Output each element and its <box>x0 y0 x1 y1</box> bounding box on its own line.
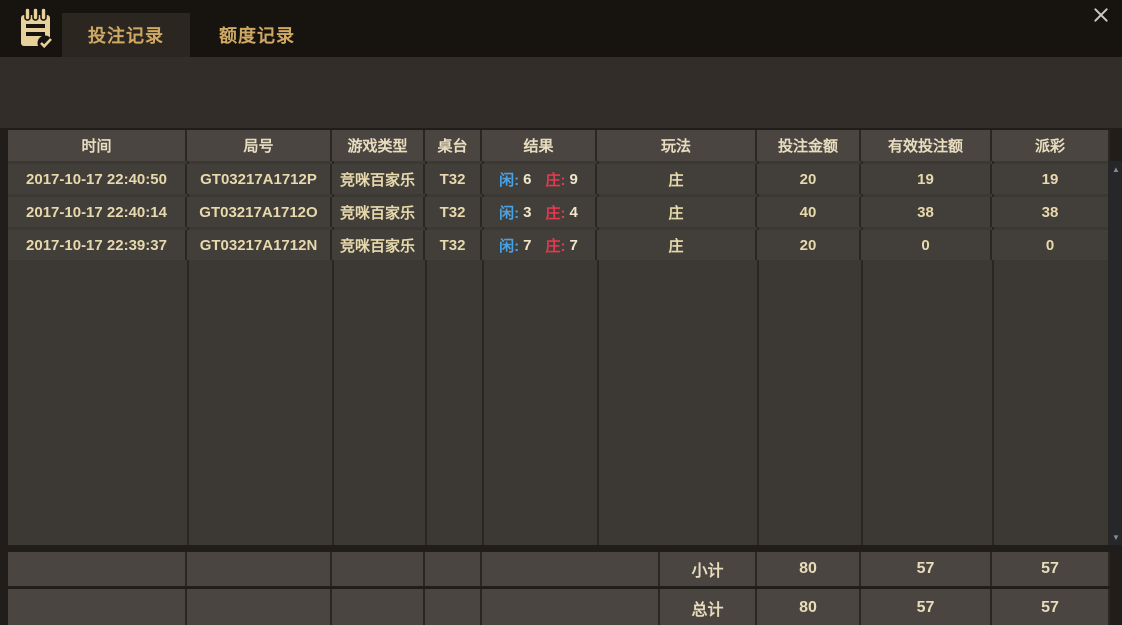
tab-betting-records-label: 投注记录 <box>88 26 164 46</box>
empty-cell <box>482 552 660 586</box>
cell-valid-bet: 19 <box>861 164 992 194</box>
empty-cell <box>425 589 482 625</box>
total-label: 总计 <box>660 589 757 625</box>
cell-result: 闲: 3 庄: 4 <box>482 197 597 227</box>
total-bet-amount: 80 <box>757 589 861 625</box>
total-valid-bet: 57 <box>861 589 992 625</box>
banker-result-label: 庄: <box>545 204 566 222</box>
cell-time: 2017-10-17 22:39:37 <box>8 230 187 260</box>
close-icon[interactable] <box>1090 4 1112 26</box>
player-result-score: 7 <box>523 236 532 254</box>
cell-table: T32 <box>425 230 482 260</box>
cell-payout: 0 <box>992 230 1110 260</box>
subtotal-payout: 57 <box>992 552 1110 586</box>
cell-result: 闲: 7 庄: 7 <box>482 230 597 260</box>
cell-round-id: GT03217A1712P <box>187 164 332 194</box>
subtotal-bet-amount: 80 <box>757 552 861 586</box>
header-table: 桌台 <box>425 130 482 161</box>
banker-result-label: 庄: <box>545 171 566 189</box>
empty-cell <box>332 552 425 586</box>
cell-valid-bet: 0 <box>861 230 992 260</box>
header-play: 玩法 <box>597 130 757 161</box>
cell-result: 闲: 6 庄: 9 <box>482 164 597 194</box>
cell-bet-amount: 20 <box>757 230 861 260</box>
player-result-score: 6 <box>523 170 532 188</box>
cell-bet-amount: 40 <box>757 197 861 227</box>
empty-cell <box>332 589 425 625</box>
table-row: 2017-10-17 22:40:50 GT03217A1712P 竞咪百家乐 … <box>8 164 1110 194</box>
player-result-label: 闲: <box>499 171 520 189</box>
header-result: 结果 <box>482 130 597 161</box>
banker-result-label: 庄: <box>545 237 566 255</box>
table-header-row: 时间 局号 游戏类型 桌台 结果 玩法 投注金额 有效投注额 派彩 <box>8 130 1110 161</box>
header-game-type: 游戏类型 <box>332 130 425 161</box>
empty-cell <box>187 552 332 586</box>
subtotal-row: 小计 80 57 57 <box>8 552 1110 586</box>
tab-credit-records-label: 额度记录 <box>219 26 295 46</box>
cell-table: T32 <box>425 164 482 194</box>
table-body: 2017-10-17 22:40:50 GT03217A1712P 竞咪百家乐 … <box>8 161 1110 545</box>
cell-bet-amount: 20 <box>757 164 861 194</box>
cell-payout: 19 <box>992 164 1110 194</box>
header-time: 时间 <box>8 130 187 161</box>
cell-game-type: 竞咪百家乐 <box>332 197 425 227</box>
records-notepad-icon <box>18 7 54 51</box>
column-divider <box>482 161 484 545</box>
cell-payout: 38 <box>992 197 1110 227</box>
tab-betting-records[interactable]: 投注记录 <box>62 13 190 57</box>
column-divider <box>597 161 599 545</box>
column-divider <box>1108 161 1110 545</box>
empty-cell <box>482 589 660 625</box>
subtotal-valid-bet: 57 <box>861 552 992 586</box>
cell-time: 2017-10-17 22:40:14 <box>8 197 187 227</box>
cell-play: 庄 <box>597 164 757 194</box>
column-divider <box>425 161 427 545</box>
scroll-down-icon[interactable]: ▼ <box>1112 532 1120 542</box>
cell-table: T32 <box>425 197 482 227</box>
banker-result-score: 7 <box>569 236 578 254</box>
cell-valid-bet: 38 <box>861 197 992 227</box>
table-row: 2017-10-17 22:39:37 GT03217A1712N 竞咪百家乐 … <box>8 230 1110 260</box>
empty-cell <box>425 552 482 586</box>
empty-cell <box>8 552 187 586</box>
column-divider <box>757 161 759 545</box>
player-result-label: 闲: <box>499 237 520 255</box>
tab-credit-records[interactable]: 额度记录 <box>196 13 318 57</box>
column-divider <box>332 161 334 545</box>
empty-cell <box>187 589 332 625</box>
scroll-up-icon[interactable]: ▲ <box>1112 164 1120 174</box>
cell-play: 庄 <box>597 230 757 260</box>
cell-play: 庄 <box>597 197 757 227</box>
cell-round-id: GT03217A1712N <box>187 230 332 260</box>
header-payout: 派彩 <box>992 130 1110 161</box>
cell-round-id: GT03217A1712O <box>187 197 332 227</box>
cell-game-type: 竞咪百家乐 <box>332 164 425 194</box>
vertical-scrollbar[interactable]: ▲ ▼ <box>1110 161 1122 545</box>
banker-result-score: 4 <box>569 203 578 221</box>
banker-result-score: 9 <box>569 170 578 188</box>
subtotal-label: 小计 <box>660 552 757 586</box>
total-payout: 57 <box>992 589 1110 625</box>
filter-bar: 开始时间 2017-10-17 结束时间 2017-10-19 局号 所有 所有… <box>0 57 1122 167</box>
column-divider <box>861 161 863 545</box>
column-divider <box>992 161 994 545</box>
column-divider <box>187 161 189 545</box>
player-result-score: 3 <box>523 203 532 221</box>
cell-time: 2017-10-17 22:40:50 <box>8 164 187 194</box>
header-valid-bet: 有效投注额 <box>861 130 992 161</box>
player-result-label: 闲: <box>499 204 520 222</box>
header-bet-amount: 投注金额 <box>757 130 861 161</box>
title-bar: 投注记录 额度记录 <box>0 0 1122 57</box>
records-table: 时间 局号 游戏类型 桌台 结果 玩法 投注金额 有效投注额 派彩 2017-1… <box>0 128 1122 625</box>
total-row: 总计 80 57 57 <box>8 589 1110 625</box>
cell-game-type: 竞咪百家乐 <box>332 230 425 260</box>
empty-cell <box>8 589 187 625</box>
table-row: 2017-10-17 22:40:14 GT03217A1712O 竞咪百家乐 … <box>8 197 1110 227</box>
header-round-id: 局号 <box>187 130 332 161</box>
